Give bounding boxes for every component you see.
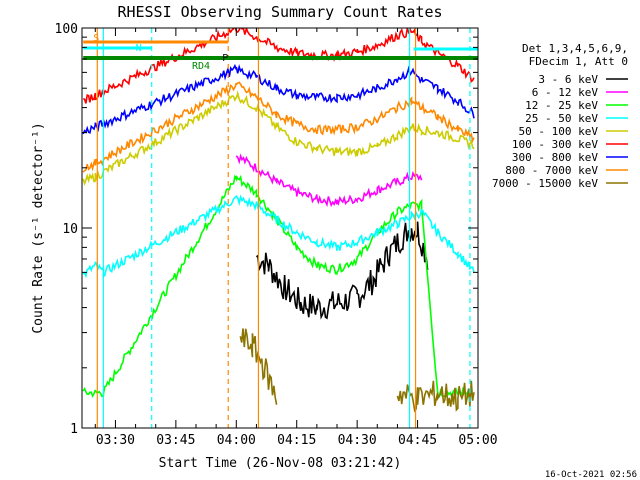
y-tick-label: 10 <box>62 222 78 237</box>
series-line-25to50kev <box>82 194 475 279</box>
state-label-n: N <box>136 43 142 54</box>
state-label-rd4: RD4 <box>192 61 210 72</box>
x-tick-label: 04:15 <box>277 433 316 448</box>
state-label-p: P <box>222 53 228 64</box>
series-line-800to7000kev <box>82 81 475 173</box>
x-tick-label: 04:00 <box>217 433 256 448</box>
x-axis-label: Start Time (26-Nov-08 03:21:42) <box>159 456 402 471</box>
legend-entry-label: 800 - 7000 keV <box>505 164 598 177</box>
x-tick-label: 04:30 <box>338 433 377 448</box>
x-tick-label: 03:30 <box>96 433 135 448</box>
y-tick-label: 1 <box>70 422 78 437</box>
series-line-12to25kev <box>82 174 471 400</box>
legend-entry-label: 50 - 100 keV <box>519 125 599 138</box>
series-line-50to100kev <box>82 90 475 187</box>
legend-entry-label: 7000 - 15000 keV <box>492 177 598 190</box>
y-tick-label: 100 <box>55 22 78 37</box>
state-label-s: S <box>93 33 99 44</box>
x-tick-label: 03:45 <box>156 433 195 448</box>
legend-entry-label: 12 - 25 keV <box>525 99 598 112</box>
series-line-100to300kev <box>83 28 475 104</box>
legend-entry-label: 100 - 300 keV <box>512 138 598 151</box>
y-axis-label: Count Rate (s⁻¹ detector⁻¹) <box>31 122 46 333</box>
x-tick-label: 05:00 <box>458 433 497 448</box>
legend-header-line: Det 1,3,4,5,6,9, <box>522 42 628 55</box>
legend-entry-label: 25 - 50 keV <box>525 112 598 125</box>
legend-entry-label: 3 - 6 keV <box>538 73 598 86</box>
legend-entry-label: 6 - 12 keV <box>532 86 599 99</box>
series-line-300to800kev <box>82 63 475 135</box>
legend-header-line: FDecim 1, Att 0 <box>529 55 628 68</box>
legend: Det 1,3,4,5,6,9,FDecim 1, Att 0 3 - 6 keV… <box>492 42 628 190</box>
series-line-3to6kev <box>255 221 429 320</box>
chart-title: RHESSI Observing Summary Count Rates <box>117 3 442 21</box>
legend-entry-label: 300 - 800 keV <box>512 151 598 164</box>
series-line-6to12kev <box>235 153 423 208</box>
timestamp: 16-Oct-2021 02:56 <box>545 470 637 480</box>
x-tick-label: 04:45 <box>398 433 437 448</box>
